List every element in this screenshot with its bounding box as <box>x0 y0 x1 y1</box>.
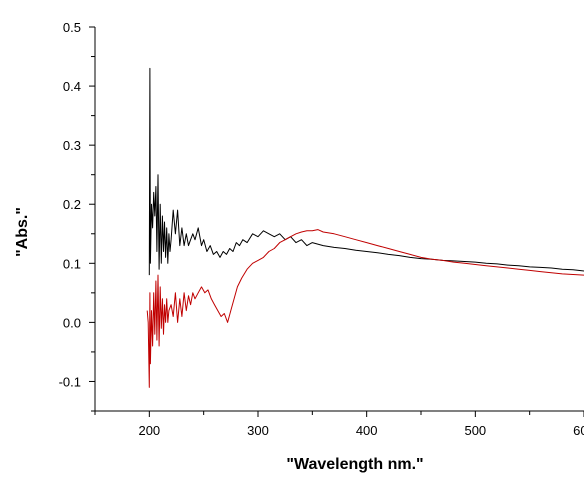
plot-area: 200 300 400 500 600 -0.1 0.0 0.1 0.2 0.3 0.4 0.5 <box>59 20 584 438</box>
y-axis-ticks: -0.1 0.0 0.1 0.2 0.3 0.4 0.5 <box>59 20 95 412</box>
y-tick-label: 0.3 <box>63 138 81 153</box>
x-axis-title: "Wavelength nm." <box>286 456 423 473</box>
y-tick-label: 0.4 <box>63 79 81 94</box>
y-tick-label: 0.5 <box>63 20 81 35</box>
y-tick-label: 0.2 <box>63 197 81 212</box>
y-tick-label: -0.1 <box>59 374 81 389</box>
series-layer <box>146 67 584 388</box>
x-tick-label: 500 <box>464 423 486 438</box>
x-axis-ticks: 200 300 400 500 600 <box>94 411 584 438</box>
x-tick-label: 300 <box>247 423 269 438</box>
x-tick-label: 200 <box>138 423 160 438</box>
y-tick-label: 0.1 <box>63 256 81 271</box>
x-tick-label: 600 <box>573 423 584 438</box>
y-tick-label: 0.0 <box>63 315 81 330</box>
series-line-1 <box>148 67 584 276</box>
x-tick-label: 400 <box>356 423 378 438</box>
y-axis-title: "Abs." <box>14 207 31 257</box>
series-line-2 <box>146 229 584 388</box>
